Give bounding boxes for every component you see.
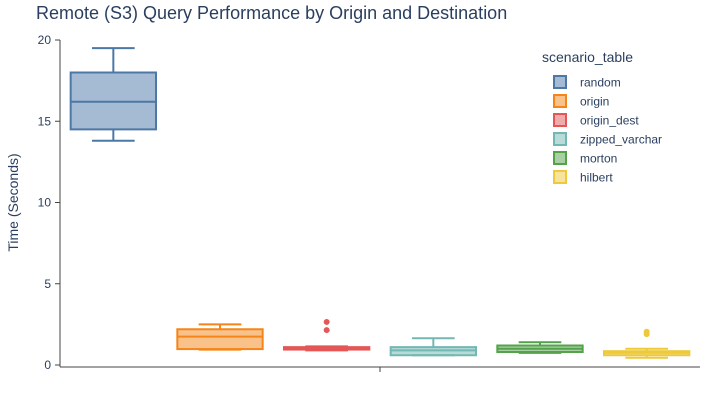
boxes (69, 47, 691, 359)
legend-label: zipped_varchar (580, 133, 662, 147)
legend-swatch (553, 151, 567, 165)
legend-label: random (580, 76, 621, 90)
y-tick-label: 10 (38, 196, 52, 210)
box-iqr (176, 328, 264, 351)
box-morton[interactable] (496, 341, 584, 354)
legend-label: origin_dest (580, 114, 639, 128)
legend-item-origin[interactable]: origin (553, 94, 609, 109)
y-tick-label: 5 (44, 277, 51, 291)
legend-item-origin_dest[interactable]: origin_dest (553, 113, 639, 128)
legend-swatch (553, 132, 567, 146)
box-origin_dest[interactable] (283, 318, 371, 352)
axes: 0 5 10 15 20 Time (Seconds) (5, 33, 700, 372)
box-random[interactable] (69, 47, 157, 142)
y-axis-label: Time (Seconds) (5, 153, 21, 251)
y-tick-label: 15 (38, 114, 52, 128)
outlier-point (323, 327, 330, 334)
chart-title: Remote (S3) Query Performance by Origin … (36, 3, 508, 23)
outlier-point (643, 328, 650, 335)
legend-swatch (553, 170, 567, 184)
legend-label: origin (580, 95, 609, 109)
legend-title: scenario_table (542, 49, 633, 65)
legend-label: hilbert (580, 171, 613, 185)
y-tick-label: 20 (38, 33, 52, 47)
legend-item-morton[interactable]: morton (553, 151, 617, 166)
legend-item-random[interactable]: random (553, 75, 621, 90)
legend-swatch (553, 75, 567, 89)
box-origin[interactable] (176, 323, 264, 351)
y-tick-label: 0 (44, 358, 51, 372)
outlier-point (323, 318, 330, 325)
box-hilbert[interactable] (603, 328, 691, 359)
legend-item-hilbert[interactable]: hilbert (553, 170, 613, 185)
legend-label: morton (580, 152, 617, 166)
legend-item-zipped_varchar[interactable]: zipped_varchar (553, 132, 662, 147)
legend-swatch (553, 94, 567, 108)
box-zipped_varchar[interactable] (389, 337, 477, 357)
legend-swatch (553, 113, 567, 127)
